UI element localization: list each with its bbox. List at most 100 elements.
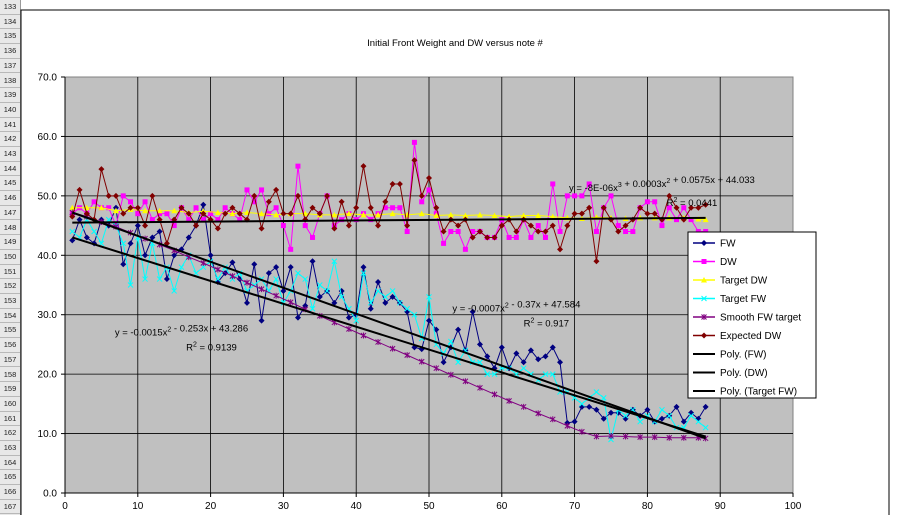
data-point bbox=[455, 229, 461, 235]
data-point bbox=[506, 234, 512, 240]
data-point bbox=[571, 210, 578, 217]
data-point bbox=[535, 410, 542, 417]
row-number[interactable]: 161 bbox=[0, 412, 20, 427]
row-number[interactable]: 149 bbox=[0, 235, 20, 250]
x-tick-label: 20 bbox=[205, 501, 217, 512]
r2-part: R bbox=[667, 198, 674, 209]
row-number[interactable]: 166 bbox=[0, 485, 20, 500]
data-point bbox=[156, 228, 163, 235]
data-point bbox=[346, 325, 352, 332]
data-point bbox=[251, 261, 258, 268]
data-point bbox=[128, 199, 134, 205]
data-point bbox=[98, 204, 105, 211]
data-point bbox=[345, 210, 352, 217]
data-point bbox=[426, 187, 432, 193]
x-tick-label: 100 bbox=[785, 501, 802, 512]
data-point bbox=[200, 217, 206, 223]
data-point bbox=[666, 434, 673, 441]
row-number[interactable]: 139 bbox=[0, 88, 20, 103]
data-point bbox=[702, 201, 709, 208]
legend-item[interactable]: DW bbox=[693, 257, 737, 268]
legend-item[interactable]: Expected DW bbox=[693, 331, 782, 342]
data-point bbox=[149, 217, 155, 223]
row-number[interactable]: 137 bbox=[0, 59, 20, 74]
data-point bbox=[127, 240, 134, 247]
row-number[interactable]: 138 bbox=[0, 74, 20, 89]
row-number[interactable]: 146 bbox=[0, 191, 20, 206]
row-number[interactable]: 150 bbox=[0, 250, 20, 265]
row-number[interactable]: 163 bbox=[0, 441, 20, 456]
row-number[interactable]: 140 bbox=[0, 103, 20, 118]
row-number[interactable]: 147 bbox=[0, 206, 20, 221]
data-point bbox=[266, 211, 272, 217]
data-point bbox=[513, 234, 519, 240]
data-point bbox=[397, 299, 403, 306]
data-point bbox=[557, 359, 564, 366]
row-number[interactable]: 136 bbox=[0, 44, 20, 59]
equation-text: y = -8E-06x3 + 0.0003x2 + 0.0575x + 44.0… bbox=[569, 175, 755, 194]
data-point bbox=[659, 406, 665, 413]
row-number[interactable]: 162 bbox=[0, 426, 20, 441]
row-number[interactable]: 152 bbox=[0, 279, 20, 294]
row-number[interactable]: 135 bbox=[0, 29, 20, 45]
equation-part: - 0.37x + 47.584 bbox=[509, 300, 581, 311]
row-number[interactable]: 144 bbox=[0, 162, 20, 177]
row-number[interactable]: 148 bbox=[0, 221, 20, 236]
row-number[interactable]: 167 bbox=[0, 500, 20, 515]
row-number[interactable]: 142 bbox=[0, 132, 20, 147]
row-number[interactable]: 133 bbox=[0, 0, 20, 15]
row-number[interactable]: 159 bbox=[0, 382, 20, 397]
data-point bbox=[309, 258, 316, 265]
data-point bbox=[608, 432, 614, 439]
data-point bbox=[258, 225, 265, 232]
row-number[interactable]: 164 bbox=[0, 456, 20, 471]
data-point bbox=[389, 293, 396, 300]
row-number[interactable]: 155 bbox=[0, 323, 20, 339]
data-point bbox=[593, 406, 600, 413]
data-point bbox=[557, 246, 564, 253]
legend-item[interactable]: Poly. (Target FW) bbox=[693, 387, 797, 398]
legend[interactable] bbox=[687, 231, 817, 399]
data-point bbox=[382, 198, 389, 205]
x-tick-label: 60 bbox=[496, 501, 508, 512]
data-point bbox=[229, 259, 236, 266]
data-point bbox=[578, 210, 585, 217]
y-tick-label: 20.0 bbox=[38, 370, 58, 381]
row-number[interactable]: 151 bbox=[0, 265, 20, 280]
row-number[interactable]: 141 bbox=[0, 118, 20, 133]
legend-item[interactable]: FW bbox=[693, 239, 736, 250]
data-point bbox=[280, 223, 286, 229]
data-point bbox=[688, 412, 694, 419]
data-point bbox=[680, 418, 687, 425]
data-point bbox=[404, 305, 411, 312]
row-number[interactable]: 143 bbox=[0, 147, 20, 162]
row-number[interactable]: 145 bbox=[0, 176, 20, 192]
data-point bbox=[215, 276, 221, 282]
row-number[interactable]: 153 bbox=[0, 294, 20, 309]
data-point bbox=[244, 299, 250, 306]
row-number[interactable]: 165 bbox=[0, 470, 20, 486]
data-point bbox=[69, 204, 76, 211]
row-number[interactable]: 134 bbox=[0, 15, 20, 30]
chart-title: Initial Front Weight and DW versus note … bbox=[367, 38, 543, 49]
data-point bbox=[360, 163, 367, 170]
legend-item[interactable]: Target FW bbox=[693, 294, 767, 305]
data-point bbox=[586, 181, 592, 187]
data-point bbox=[259, 187, 265, 193]
legend-item[interactable]: Target DW bbox=[693, 276, 768, 287]
data-point bbox=[608, 193, 614, 199]
series-line bbox=[71, 160, 706, 262]
legend-item[interactable]: Poly. (DW) bbox=[693, 368, 768, 379]
data-point bbox=[586, 403, 593, 410]
x-tick-label: 90 bbox=[715, 501, 727, 512]
legend-item[interactable]: Poly. (FW) bbox=[693, 350, 766, 361]
row-number[interactable]: 156 bbox=[0, 338, 20, 353]
row-number[interactable]: 154 bbox=[0, 309, 20, 324]
row-number[interactable]: 157 bbox=[0, 353, 20, 368]
data-point bbox=[142, 207, 149, 214]
legend-item[interactable]: Smooth FW target bbox=[693, 313, 801, 324]
row-number[interactable]: 160 bbox=[0, 397, 20, 412]
data-point bbox=[469, 234, 476, 241]
row-number[interactable]: 158 bbox=[0, 368, 20, 383]
data-point bbox=[441, 240, 447, 246]
